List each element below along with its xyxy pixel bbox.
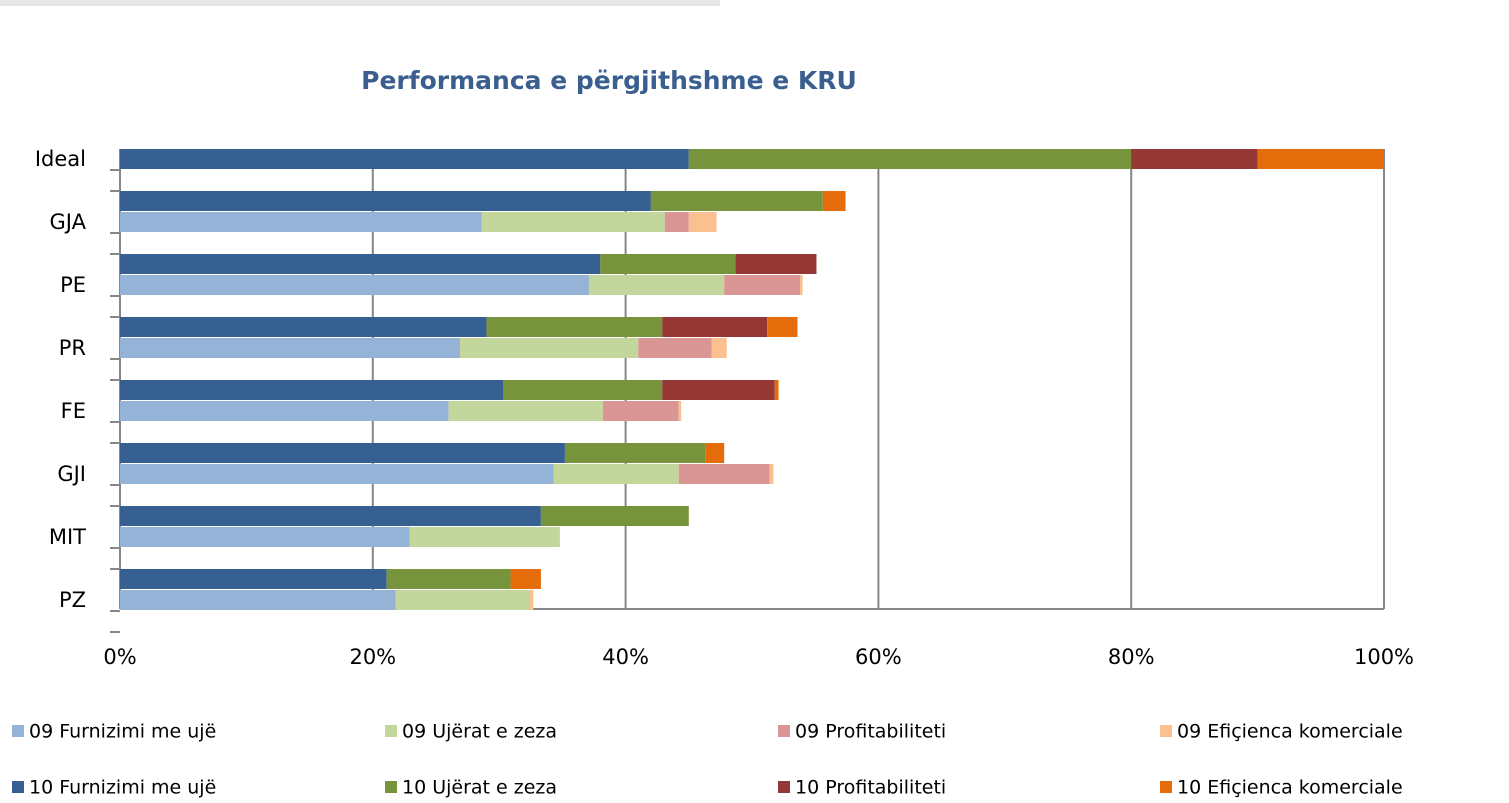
bar-segment (564, 443, 706, 463)
bar-segment (705, 443, 725, 463)
bar-segment (448, 401, 603, 421)
bar-segment (769, 464, 774, 484)
bar-segment (120, 527, 410, 547)
x-tick-label: 20% (349, 645, 396, 669)
bar-segment (120, 401, 449, 421)
legend-label: 10 Furnizimi me ujë (29, 777, 216, 799)
bar-segment (540, 506, 689, 526)
y-tick-label: PR (59, 336, 86, 360)
legend-swatch (12, 725, 24, 737)
bar-segment (774, 380, 779, 400)
y-tick-label: FE (61, 399, 86, 423)
bar-segment (1131, 149, 1258, 169)
legend-label: 09 Profitabiliteti (795, 721, 946, 743)
bar-segment (120, 569, 387, 589)
top-strip (0, 0, 720, 6)
bar-segment (502, 380, 663, 400)
bar-segment (767, 317, 798, 337)
x-tick-label: 80% (1108, 645, 1155, 669)
bar-segment (529, 590, 534, 610)
bar-segment (688, 212, 717, 232)
legend-swatch (1160, 725, 1172, 737)
bar-segment (735, 254, 817, 274)
y-tick-label: MIT (49, 525, 86, 549)
bar-segment (386, 569, 511, 589)
y-tick-label: GJA (50, 210, 87, 234)
bar-segment (664, 212, 689, 232)
legend-swatch (385, 781, 397, 793)
bar-segment (481, 212, 665, 232)
bar-segment (120, 380, 503, 400)
bar-segment (724, 275, 801, 295)
legend-swatch (1160, 781, 1172, 793)
bar-segment (650, 191, 823, 211)
bar-segment (822, 191, 846, 211)
bar-segment (120, 191, 651, 211)
x-tick-label: 40% (602, 645, 649, 669)
x-tick-label: 60% (855, 645, 902, 669)
bar-segment (120, 506, 541, 526)
chart-title: Performanca e përgjithshme e KRU (361, 66, 857, 95)
x-tick-label: 0% (103, 645, 136, 669)
bar-segment (678, 401, 682, 421)
legend-label: 10 Profitabiliteti (795, 777, 946, 799)
legend-swatch (12, 781, 24, 793)
bar-segment (120, 149, 689, 169)
bar-segment (120, 275, 589, 295)
bar-segment (1257, 149, 1384, 169)
bar-segment (120, 338, 461, 358)
bar-segment (602, 401, 679, 421)
legend-swatch (778, 725, 790, 737)
legend-label: 10 Efiçienca komerciale (1177, 777, 1403, 799)
legend-swatch (778, 781, 790, 793)
y-tick-label: PE (60, 273, 86, 297)
bar-segment (120, 464, 554, 484)
bar-segment (678, 464, 770, 484)
x-tick-label: 100% (1354, 645, 1414, 669)
bar-segment (120, 254, 601, 274)
bar-segment (486, 317, 663, 337)
legend-swatch (385, 725, 397, 737)
bar-segment (409, 527, 560, 547)
bar-segment (688, 149, 1132, 169)
bar-segment (638, 338, 712, 358)
bar-segment (120, 443, 565, 463)
bar-segment (510, 569, 541, 589)
bar-segment (120, 317, 487, 337)
bar-segment (460, 338, 639, 358)
legend-label: 10 Ujërat e zeza (402, 777, 557, 799)
bar-segment (800, 275, 803, 295)
bar-segment (395, 590, 530, 610)
bar-segment (711, 338, 727, 358)
bar-segment (120, 212, 482, 232)
legend-label: 09 Ujërat e zeza (402, 721, 557, 743)
y-tick-label: PZ (59, 588, 86, 612)
bar-segment (120, 590, 396, 610)
legend-label: 09 Efiçienca komerciale (1177, 721, 1403, 743)
bar-segment (600, 254, 736, 274)
legend-label: 09 Furnizimi me ujë (29, 721, 216, 743)
bar-segment (553, 464, 679, 484)
bar-segment (662, 317, 768, 337)
bar-segment (662, 380, 775, 400)
bar-segment (588, 275, 725, 295)
y-tick-label: GJI (57, 462, 86, 486)
y-tick-label: Ideal (35, 147, 86, 171)
